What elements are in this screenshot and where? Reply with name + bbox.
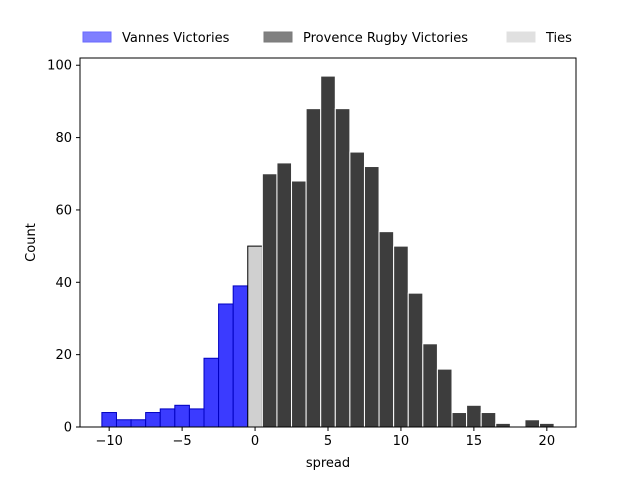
histogram-bar bbox=[101, 412, 117, 428]
legend-label: Ties bbox=[545, 31, 572, 46]
histogram-bar bbox=[334, 108, 351, 428]
y-tick-label: 80 bbox=[55, 131, 72, 146]
histogram-bar bbox=[363, 166, 380, 428]
histogram-bar bbox=[393, 245, 409, 428]
x-tick-label: −5 bbox=[173, 434, 192, 449]
x-tick-label: 10 bbox=[393, 434, 410, 449]
y-tick-label: 20 bbox=[55, 348, 72, 363]
x-axis-label: spread bbox=[306, 456, 350, 471]
histogram-bar bbox=[349, 151, 365, 428]
histogram-bar bbox=[305, 108, 322, 428]
histogram-bar bbox=[495, 422, 511, 428]
x-tick-label: 15 bbox=[466, 434, 483, 449]
y-tick-label: 60 bbox=[55, 203, 72, 218]
histogram-bar bbox=[524, 419, 541, 428]
y-axis-ticks: 0 20 40 60 80 100 bbox=[47, 59, 80, 436]
legend: Vannes Victories Provence Rugby Victories… bbox=[82, 31, 572, 46]
histogram-bar bbox=[145, 412, 161, 428]
histogram-bar bbox=[159, 408, 176, 428]
histogram-bar bbox=[378, 231, 395, 428]
x-axis-ticks: −10 −5 0 5 10 15 20 bbox=[95, 427, 555, 449]
histogram-bar bbox=[451, 412, 468, 428]
histogram-bar bbox=[407, 292, 424, 428]
histogram-bar bbox=[130, 419, 147, 428]
histogram-bar bbox=[466, 404, 482, 428]
legend-label: Vannes Victories bbox=[122, 31, 230, 46]
histogram-bar bbox=[247, 245, 263, 428]
histogram-bar bbox=[232, 285, 249, 428]
histogram-bar bbox=[422, 343, 438, 428]
legend-swatch bbox=[506, 31, 536, 43]
histogram-bar bbox=[115, 419, 132, 428]
x-tick-label: 5 bbox=[324, 434, 332, 449]
histogram-bar bbox=[188, 408, 205, 428]
histogram-bar bbox=[261, 173, 278, 428]
y-tick-label: 100 bbox=[47, 59, 72, 74]
y-tick-label: 40 bbox=[55, 276, 72, 291]
histogram-bar bbox=[436, 368, 453, 428]
histogram-bar bbox=[276, 162, 293, 428]
x-tick-label: 20 bbox=[539, 434, 556, 449]
histogram-bar bbox=[320, 75, 336, 428]
histogram-bar bbox=[480, 412, 497, 428]
legend-label: Provence Rugby Victories bbox=[303, 31, 468, 46]
histogram-bar bbox=[218, 303, 234, 428]
legend-swatch bbox=[263, 31, 293, 43]
y-axis-label: Count bbox=[24, 223, 39, 262]
x-tick-label: −10 bbox=[95, 434, 122, 449]
bars-layer bbox=[101, 75, 555, 428]
legend-swatch bbox=[82, 31, 112, 43]
histogram-bar bbox=[203, 357, 220, 428]
histogram-bar bbox=[291, 180, 307, 428]
x-tick-label: 0 bbox=[251, 434, 259, 449]
y-tick-label: 0 bbox=[64, 421, 72, 436]
histogram-bar bbox=[174, 404, 190, 428]
histogram-bar bbox=[539, 422, 555, 428]
